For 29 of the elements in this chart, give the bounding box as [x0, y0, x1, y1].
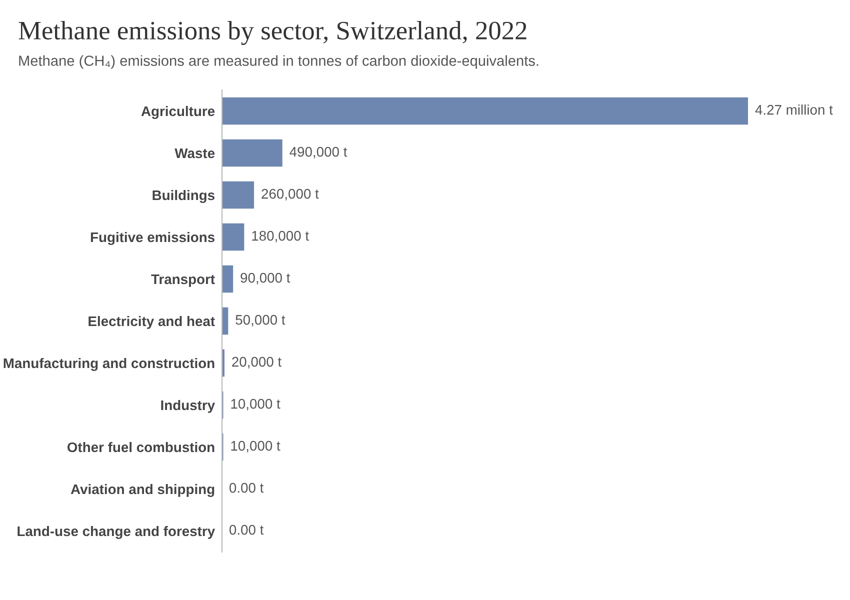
y-tick-label: Agriculture — [141, 106, 215, 119]
data-label: 50,000 t — [236, 314, 286, 326]
y-tick-label: Waste — [174, 148, 215, 158]
bar — [222, 97, 748, 125]
y-tick-label: Industry — [161, 400, 215, 413]
bar — [222, 223, 244, 251]
chart-subtitle: Methane (CH₄) emissions are measured in tonnes of carbon dioxide-equivalents. — [19, 55, 538, 69]
data-label: 90,000 t — [240, 272, 290, 284]
y-tick-label: Other fuel combustion — [67, 442, 214, 452]
bar — [222, 265, 234, 293]
y-tick-label: Land-use change and forestry — [18, 526, 215, 539]
y-tick-label: Electricity and heat — [88, 316, 215, 329]
data-label: 20,000 t — [232, 356, 282, 368]
y-tick-label: Transport — [151, 274, 215, 287]
data-label: 260,000 t — [262, 188, 319, 200]
y-tick-label: Manufacturing and construction — [4, 358, 214, 371]
bar — [222, 181, 254, 209]
chart-title: Methane emissions by sector, Switzerland, 2022 — [18, 20, 526, 46]
bar — [222, 139, 282, 167]
data-label: 4.27 million t — [755, 104, 833, 115]
y-tick-label: Fugitive emissions — [90, 232, 214, 245]
data-label: 180,000 t — [252, 230, 309, 242]
data-label: 0.00 t — [229, 482, 264, 493]
data-label: 490,000 t — [290, 146, 348, 158]
y-tick-label: Buildings — [152, 190, 214, 203]
data-label: 0.00 t — [229, 524, 264, 535]
data-label: 10,000 t — [231, 440, 280, 452]
y-tick-label: Aviation and shipping — [70, 484, 214, 497]
data-label: 10,000 t — [231, 398, 280, 410]
